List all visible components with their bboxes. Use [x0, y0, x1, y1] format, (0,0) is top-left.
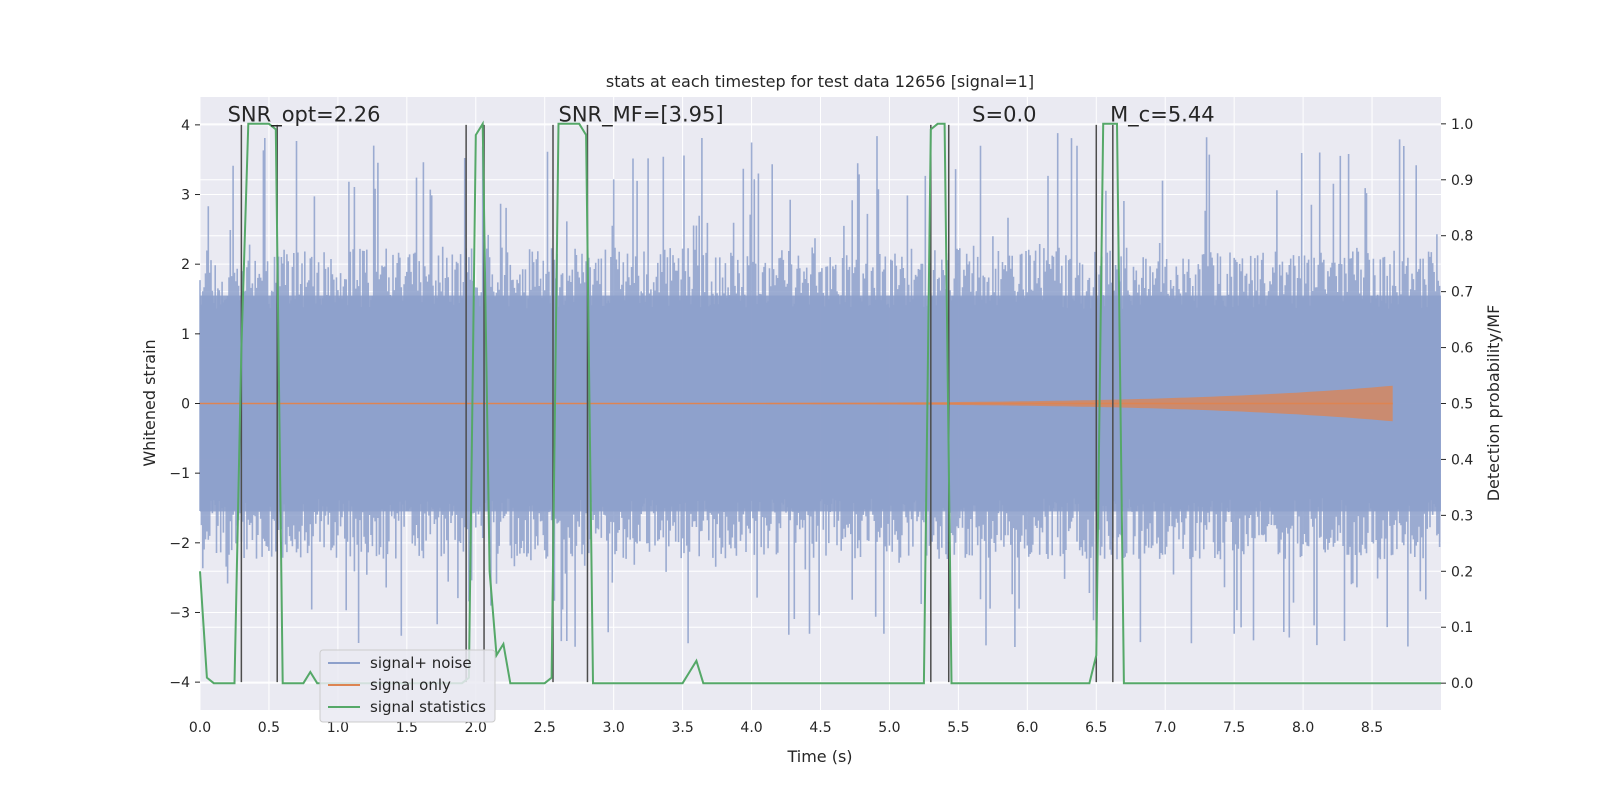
y-tick-label: −2 [169, 536, 190, 552]
annotation-0: SNR_opt=2.26 [228, 102, 381, 127]
statistics-line [199, 120, 1441, 685]
y2-tick-label: 0.1 [1451, 620, 1473, 636]
y-tick-label: −1 [169, 466, 190, 482]
x-tick-label: 2.5 [534, 720, 556, 736]
y2-tick-label: 0.5 [1451, 397, 1473, 413]
x-tick-label: 4.0 [740, 720, 762, 736]
y2-tick-label: 0.0 [1451, 676, 1473, 692]
y-tick-label: 4 [181, 118, 190, 134]
legend-label-signal-only: signal only [370, 676, 451, 694]
legend: signal+ noise signal only signal statist… [319, 649, 496, 723]
y-tick-label: 1 [181, 327, 190, 343]
x-axis-ticks: 0.0 0.5 1.0 1.5 2.0 2.5 3.0 3.5 4.0 4.5 5.0 5.5 6.0 6… [189, 720, 1383, 736]
y-axis-ticks: −4 −3 −2 −1 0 1 2 3 4 [169, 118, 200, 691]
x-tick-label: 8.0 [1292, 720, 1314, 736]
x-tick-label: 4.5 [809, 720, 831, 736]
legend-label-signal-statistics: signal statistics [370, 698, 486, 716]
y2-tick-label: 0.7 [1451, 285, 1473, 301]
y2-tick-label: 0.9 [1451, 173, 1473, 189]
x-tick-label: 1.0 [327, 720, 349, 736]
x-tick-label: 5.0 [878, 720, 900, 736]
y-tick-label: 2 [181, 257, 190, 273]
chart-title: stats at each timestep for test data 126… [606, 72, 1034, 91]
x-tick-label: 6.0 [1016, 720, 1038, 736]
y2-tick-label: 1.0 [1451, 117, 1473, 133]
y2-tick-label: 0.4 [1451, 452, 1473, 468]
x-tick-label: 1.5 [396, 720, 418, 736]
x-tick-label: 0.5 [258, 720, 280, 736]
legend-box [319, 649, 496, 723]
x-axis-label: Time (s) [786, 747, 852, 766]
x-tick-label: 3.5 [671, 720, 693, 736]
y-tick-label: 0 [181, 397, 190, 413]
y2-axis-ticks: 0.0 0.1 0.2 0.3 0.4 0.5 0.6 0.7 0.8 0.9 1.0 [1441, 117, 1473, 692]
annotation-3: M_c=5.44 [1110, 102, 1215, 127]
y2-axis-label: Detection probability/MF [1484, 305, 1503, 502]
x-tick-label: 3.0 [603, 720, 625, 736]
x-tick-label: 7.5 [1223, 720, 1245, 736]
legend-label-signal-noise: signal+ noise [370, 654, 472, 672]
x-tick-label: 8.5 [1361, 720, 1383, 736]
x-tick-label: 7.0 [1154, 720, 1176, 736]
y-axis-label: Whitened strain [140, 339, 159, 466]
annotations: SNR_opt=2.26 SNR_MF=[3.95] S=0.0 M_c=5.44 [228, 102, 1215, 127]
y2-tick-label: 0.6 [1451, 341, 1473, 357]
y-tick-label: −3 [169, 605, 190, 621]
y2-tick-label: 0.2 [1451, 564, 1473, 580]
y-tick-label: 3 [181, 188, 190, 204]
annotation-2: S=0.0 [972, 102, 1036, 126]
y2-tick-label: 0.8 [1451, 229, 1473, 245]
annotation-1: SNR_MF=[3.95] [559, 102, 724, 127]
x-tick-label: 0.0 [189, 720, 211, 736]
x-tick-label: 6.5 [1085, 720, 1107, 736]
y2-tick-label: 0.3 [1451, 508, 1473, 524]
x-tick-label: 2.0 [465, 720, 487, 736]
y-tick-label: −4 [169, 675, 190, 691]
signal-only-series [200, 385, 1393, 422]
signal-statistics-series [199, 120, 1441, 685]
x-tick-label: 5.5 [947, 720, 969, 736]
